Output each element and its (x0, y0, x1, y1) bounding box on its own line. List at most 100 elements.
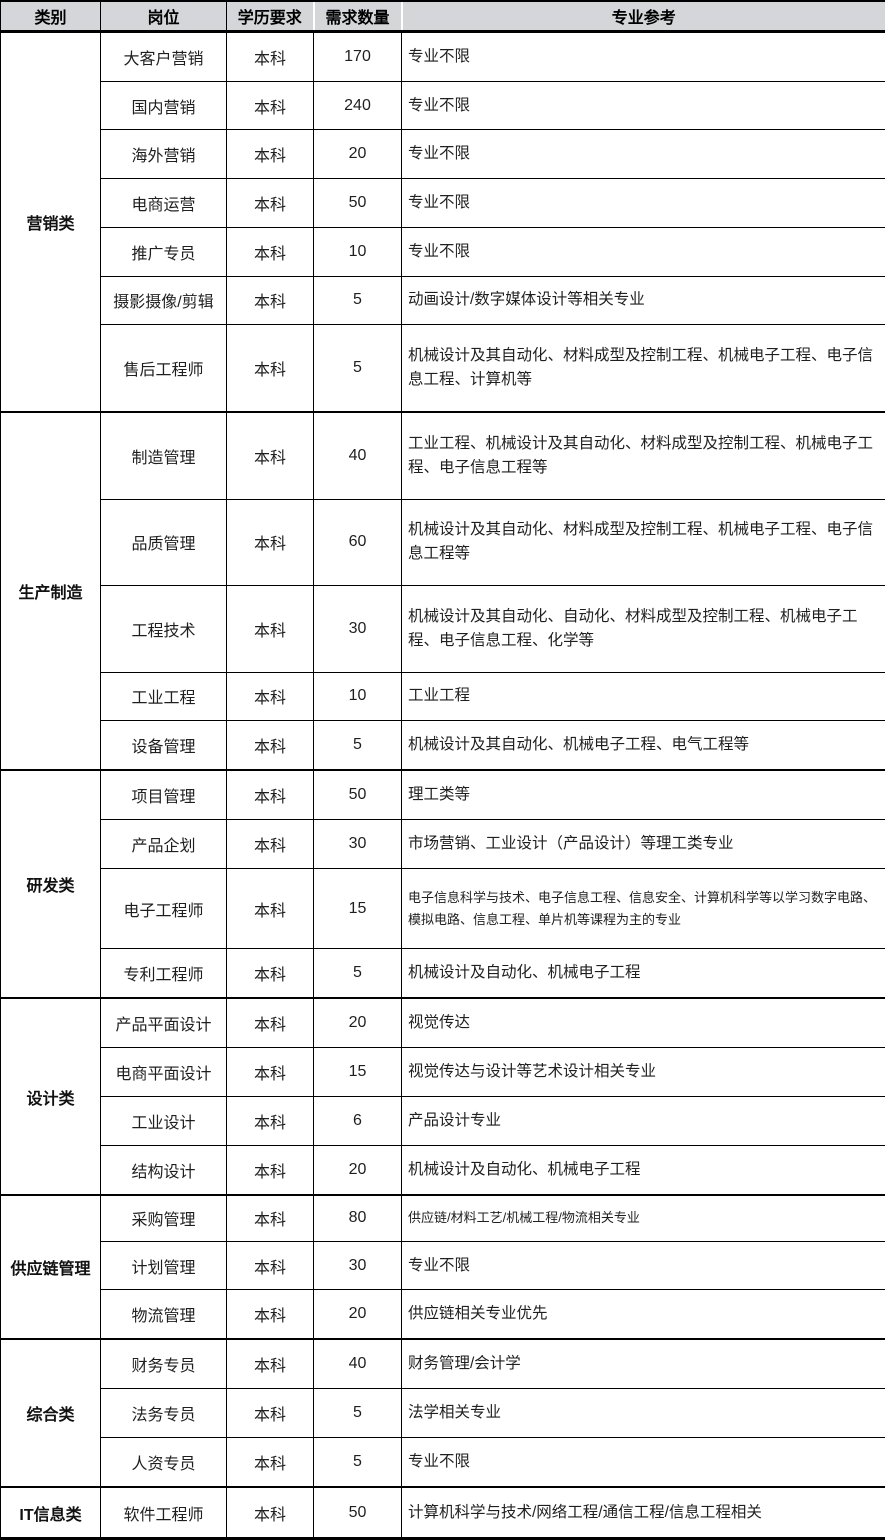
education-cell: 本科 (226, 1289, 314, 1340)
category-cell: 营销类 (0, 30, 101, 413)
count-cell: 30 (313, 819, 402, 870)
position-cell: 采购管理 (100, 1193, 227, 1242)
education-cell: 本科 (226, 275, 314, 326)
table-row: 研发类 项目管理 本科 50 理工类等 (0, 769, 885, 999)
position-cell: 工程技术 (100, 585, 227, 673)
major-cell: 供应链/材料工艺/机械工程/物流相关专业 (401, 1193, 885, 1242)
major-cell: 产品设计专业 (401, 1096, 885, 1146)
table-row: 设备管理 本科 5 机械设计及其自动化、机械电子工程、电气工程等 (1, 720, 885, 771)
major-cell: 机械设计及自动化、机械电子工程 (401, 948, 885, 999)
education-cell: 本科 (226, 178, 314, 228)
category-cell: IT信息类 (0, 1486, 101, 1540)
table-row: 专利工程师 本科 5 机械设计及自动化、机械电子工程 (1, 948, 885, 999)
position-cell: 软件工程师 (100, 1486, 227, 1540)
table-row: 人资专员 本科 5 专业不限 (1, 1437, 885, 1488)
count-cell: 80 (313, 1193, 402, 1242)
education-cell: 本科 (226, 324, 314, 413)
education-cell: 本科 (226, 1096, 314, 1146)
position-cell: 工业设计 (100, 1096, 227, 1146)
table-row: 电商运营 本科 50 专业不限 (1, 178, 885, 228)
table-row: 摄影摄像/剪辑 本科 5 动画设计/数字媒体设计等相关专业 (1, 275, 885, 326)
header-education: 学历要求 (226, 0, 314, 33)
table-row: 国内营销 本科 240 专业不限 (1, 80, 885, 131)
category-cell: 研发类 (0, 769, 101, 999)
major-cell: 视觉传达与设计等艺术设计相关专业 (401, 1047, 885, 1098)
table-row: 综合类 财务专员 本科 40 财务管理/会计学 (0, 1338, 885, 1488)
position-cell: 设备管理 (100, 720, 227, 771)
major-cell: 机械设计及其自动化、材料成型及控制工程、机械电子工程、电子信息工程、计算机等 (401, 324, 885, 413)
major-cell: 财务管理/会计学 (401, 1338, 885, 1390)
major-cell: 专业不限 (401, 1437, 885, 1488)
position-cell: 摄影摄像/剪辑 (100, 275, 227, 326)
major-cell: 法学相关专业 (401, 1388, 885, 1439)
header-position: 岗位 (100, 0, 227, 33)
table-row: 营销类 大客户营销 本科 170 专业不限 (0, 30, 885, 413)
count-cell: 5 (313, 275, 402, 326)
major-cell: 机械设计及其自动化、自动化、材料成型及控制工程、机械电子工程、电子信息工程、化学… (401, 585, 885, 673)
table-row: 电商平面设计 本科 15 视觉传达与设计等艺术设计相关专业 (1, 1047, 885, 1098)
education-cell: 本科 (226, 226, 314, 277)
table-row: 推广专员 本科 10 专业不限 (1, 226, 885, 277)
position-cell: 制造管理 (100, 411, 227, 500)
header-row: 类别 岗位 学历要求 需求数量 专业参考 (0, 0, 885, 33)
position-cell: 电子工程师 (100, 868, 227, 950)
count-cell: 30 (313, 1240, 402, 1291)
table-row: 法务专员 本科 5 法学相关专业 (1, 1388, 885, 1439)
table-row: 计划管理 本科 30 专业不限 (1, 1240, 885, 1291)
table-row: 工程技术 本科 30 机械设计及其自动化、自动化、材料成型及控制工程、机械电子工程、电… (1, 585, 885, 673)
count-cell: 20 (313, 997, 402, 1049)
category-cell: 设计类 (0, 997, 101, 1196)
education-cell: 本科 (226, 1486, 314, 1540)
table-row: 产品企划 本科 30 市场营销、工业设计（产品设计）等理工类专业 (1, 819, 885, 870)
major-cell: 动画设计/数字媒体设计等相关专业 (401, 275, 885, 326)
count-cell: 6 (313, 1096, 402, 1146)
table-row: 电子工程师 本科 15 电子信息科学与技术、电子信息工程、信息安全、计算机科学等以学习… (1, 868, 885, 950)
count-cell: 50 (313, 769, 402, 821)
category-cell: 综合类 (0, 1338, 101, 1488)
table-header: 类别 岗位 学历要求 需求数量 专业参考 (0, 0, 885, 33)
table-row: IT信息类 软件工程师 本科 50 计算机科学与技术/网络工程/通信工程/信息工程相关 (0, 1486, 885, 1540)
education-cell: 本科 (226, 868, 314, 950)
education-cell: 本科 (226, 1388, 314, 1439)
count-cell: 15 (313, 868, 402, 950)
education-cell: 本科 (226, 1193, 314, 1242)
count-cell: 10 (313, 226, 402, 277)
position-cell: 项目管理 (100, 769, 227, 821)
major-cell: 供应链相关专业优先 (401, 1289, 885, 1340)
category-cell: 生产制造 (0, 411, 101, 771)
education-cell: 本科 (226, 498, 314, 587)
major-cell: 计算机科学与技术/网络工程/通信工程/信息工程相关 (401, 1486, 885, 1540)
count-cell: 20 (313, 1289, 402, 1340)
position-cell: 大客户营销 (100, 30, 227, 82)
education-cell: 本科 (226, 1144, 314, 1196)
table-row: 工业设计 本科 6 产品设计专业 (1, 1096, 885, 1146)
major-cell: 视觉传达 (401, 997, 885, 1049)
count-cell: 5 (313, 948, 402, 999)
education-cell: 本科 (226, 30, 314, 82)
count-cell: 60 (313, 498, 402, 587)
position-cell: 物流管理 (100, 1289, 227, 1340)
position-cell: 人资专员 (100, 1437, 227, 1488)
major-cell: 专业不限 (401, 30, 885, 82)
position-cell: 电商运营 (100, 178, 227, 228)
header-major: 专业参考 (400, 0, 885, 33)
position-cell: 计划管理 (100, 1240, 227, 1291)
education-cell: 本科 (226, 1047, 314, 1098)
education-cell: 本科 (226, 129, 314, 180)
position-cell: 产品企划 (100, 819, 227, 870)
major-cell: 专业不限 (401, 226, 885, 277)
table-row: 设计类 产品平面设计 本科 20 视觉传达 (0, 997, 885, 1196)
count-cell: 40 (313, 1338, 402, 1390)
position-cell: 海外营销 (100, 129, 227, 180)
table-row: 物流管理 本科 20 供应链相关专业优先 (1, 1289, 885, 1340)
count-cell: 5 (313, 720, 402, 771)
education-cell: 本科 (226, 1338, 314, 1390)
major-cell: 专业不限 (401, 178, 885, 228)
position-cell: 专利工程师 (100, 948, 227, 999)
count-cell: 240 (313, 80, 402, 131)
count-cell: 15 (313, 1047, 402, 1098)
count-cell: 40 (313, 411, 402, 500)
education-cell: 本科 (226, 411, 314, 500)
count-cell: 20 (313, 1144, 402, 1196)
